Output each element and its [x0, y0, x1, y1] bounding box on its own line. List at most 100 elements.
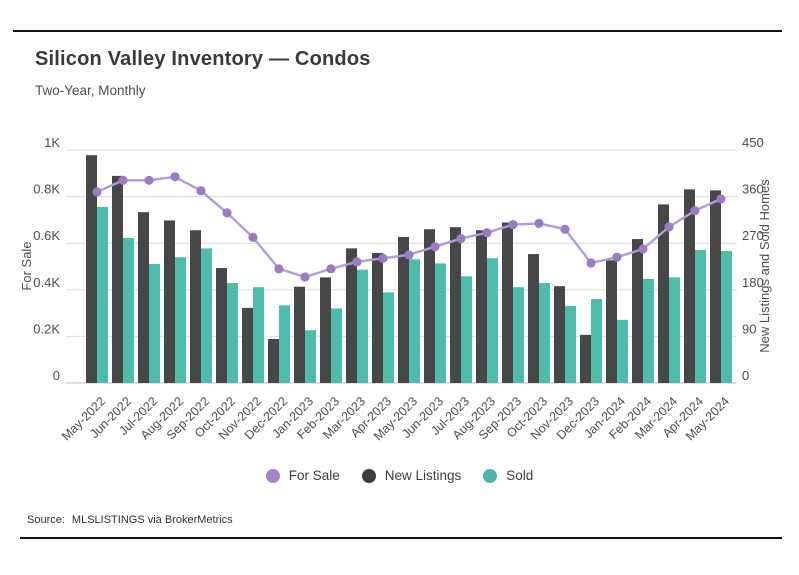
bar-sold[interactable] — [175, 257, 186, 383]
bar-new-listings[interactable] — [710, 190, 721, 383]
bar-new-listings[interactable] — [632, 239, 643, 383]
legend-swatch-for-sale — [265, 468, 280, 483]
bar-new-listings[interactable] — [242, 307, 253, 383]
bar-sold[interactable] — [279, 305, 290, 383]
bar-sold[interactable] — [513, 287, 524, 383]
page-subtitle: Two-Year, Monthly — [35, 83, 146, 98]
bar-sold[interactable] — [435, 263, 446, 383]
for-sale-point[interactable] — [456, 233, 466, 244]
for-sale-point[interactable] — [638, 244, 648, 254]
for-sale-point[interactable] — [196, 186, 206, 196]
bar-sold[interactable] — [487, 258, 498, 383]
bar-new-listings[interactable] — [164, 220, 175, 383]
bar-new-listings[interactable] — [684, 189, 695, 383]
bar-new-listings[interactable] — [320, 277, 331, 383]
legend-swatch-new-listings — [361, 468, 376, 483]
right-axis-tick: 0 — [742, 368, 749, 383]
bar-sold[interactable] — [97, 206, 108, 383]
bar-sold[interactable] — [123, 238, 134, 383]
source-note: Source: MLSLISTINGS via BrokerMetrics — [27, 514, 233, 526]
bar-new-listings[interactable] — [554, 286, 565, 383]
for-sale-point[interactable] — [586, 258, 596, 268]
bar-new-listings[interactable] — [502, 222, 513, 383]
bar-new-listings[interactable] — [138, 212, 149, 383]
right-axis-tick: 90 — [742, 321, 756, 336]
bar-new-listings[interactable] — [294, 286, 305, 383]
legend-label-for-sale: For Sale — [288, 468, 340, 483]
bar-sold[interactable] — [253, 287, 264, 383]
bar-new-listings[interactable] — [268, 338, 279, 383]
bar-new-listings[interactable] — [346, 248, 357, 383]
bar-sold[interactable] — [565, 305, 576, 383]
bar-new-listings[interactable] — [658, 204, 669, 383]
for-sale-point[interactable] — [248, 232, 258, 242]
bar-sold[interactable] — [461, 276, 472, 383]
legend: For Sale New Listings Sold — [0, 468, 799, 483]
bar-new-listings[interactable] — [398, 236, 409, 383]
for-sale-point[interactable] — [664, 222, 674, 232]
for-sale-point[interactable] — [404, 250, 414, 260]
bar-sold[interactable] — [331, 308, 342, 383]
for-sale-point[interactable] — [560, 224, 570, 234]
for-sale-point[interactable] — [716, 194, 726, 204]
bar-new-listings[interactable] — [216, 268, 227, 383]
bar-sold[interactable] — [227, 283, 238, 383]
bar-sold[interactable] — [721, 250, 732, 383]
for-sale-point[interactable] — [300, 272, 310, 282]
bar-new-listings[interactable] — [476, 230, 487, 383]
right-axis-tick: 270 — [742, 228, 764, 243]
bar-sold[interactable] — [669, 277, 680, 383]
left-axis-tick: 1K — [44, 135, 60, 150]
for-sale-point[interactable] — [508, 219, 518, 230]
right-axis-tick: 360 — [742, 182, 764, 197]
bar-new-listings[interactable] — [372, 253, 383, 383]
bar-new-listings[interactable] — [86, 155, 97, 383]
bar-sold[interactable] — [539, 283, 550, 383]
bar-new-listings[interactable] — [528, 254, 539, 383]
for-sale-point[interactable] — [534, 218, 544, 228]
for-sale-point[interactable] — [352, 257, 362, 267]
left-axis-tick: 0.2K — [33, 321, 60, 336]
bar-new-listings[interactable] — [112, 175, 123, 383]
legend-item-for-sale[interactable]: For Sale — [265, 468, 340, 483]
right-axis-title: New Listings and Sold Homes — [757, 179, 772, 353]
page-title: Silicon Valley Inventory — Condos — [35, 48, 371, 70]
bar-sold[interactable] — [383, 292, 394, 383]
bar-sold[interactable] — [357, 269, 368, 383]
for-sale-point[interactable] — [170, 172, 180, 182]
right-axis-tick: 180 — [742, 275, 764, 290]
bar-new-listings[interactable] — [190, 230, 201, 383]
bar-sold[interactable] — [201, 248, 212, 383]
for-sale-point[interactable] — [378, 253, 388, 263]
bar-sold[interactable] — [149, 263, 160, 383]
for-sale-point[interactable] — [690, 205, 700, 216]
left-axis-tick: 0 — [53, 368, 60, 383]
for-sale-point[interactable] — [92, 187, 102, 197]
right-axis-tick: 450 — [742, 135, 764, 150]
for-sale-point[interactable] — [118, 175, 128, 185]
legend-label-new-listings: New Listings — [384, 468, 462, 483]
for-sale-point[interactable] — [430, 242, 440, 252]
for-sale-point[interactable] — [274, 264, 284, 274]
bar-new-listings[interactable] — [424, 229, 435, 383]
left-axis-title: For Sale — [19, 241, 34, 290]
bar-sold[interactable] — [695, 249, 706, 383]
for-sale-point[interactable] — [222, 208, 232, 218]
source-text: MLSLISTINGS via BrokerMetrics — [71, 514, 233, 526]
bar-sold[interactable] — [617, 319, 628, 383]
for-sale-point[interactable] — [482, 228, 492, 238]
bar-new-listings[interactable] — [450, 227, 461, 383]
bar-new-listings[interactable] — [606, 260, 617, 383]
bottom-rule — [20, 537, 782, 539]
bar-new-listings[interactable] — [580, 334, 591, 383]
for-sale-point[interactable] — [326, 264, 336, 274]
legend-item-sold[interactable]: Sold — [483, 468, 533, 483]
for-sale-point[interactable] — [612, 252, 622, 262]
bar-sold[interactable] — [305, 330, 316, 383]
bar-sold[interactable] — [591, 299, 602, 383]
bar-sold[interactable] — [643, 278, 654, 383]
for-sale-point[interactable] — [144, 175, 154, 185]
legend-item-new-listings[interactable]: New Listings — [361, 468, 462, 483]
bar-sold[interactable] — [409, 259, 420, 383]
